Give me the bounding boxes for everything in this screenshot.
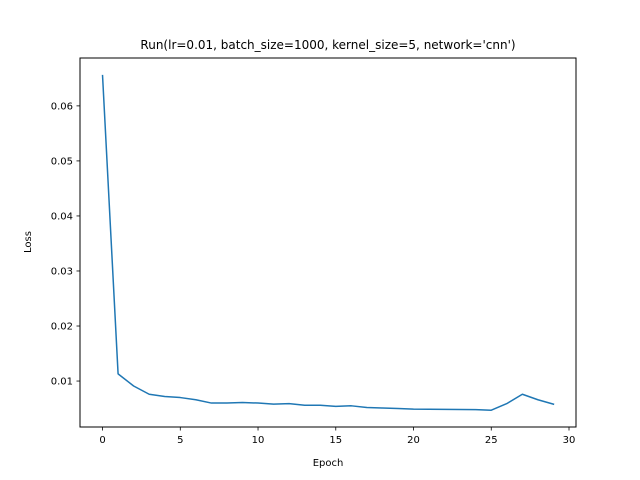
x-axis-ticks: 0 5 10 15 20 25 30 — [99, 427, 575, 446]
x-tick-label: 15 — [329, 435, 342, 446]
x-tick-label: 30 — [563, 435, 576, 446]
plot-frame — [79, 57, 577, 428]
y-tick-label: 0.06 — [51, 101, 73, 112]
chart-title: Run(lr=0.01, batch_size=1000, kernel_siz… — [140, 38, 515, 52]
y-tick-label: 0.03 — [51, 266, 73, 277]
y-axis-ticks: 0.01 0.02 0.03 0.04 0.05 0.06 — [51, 101, 80, 388]
y-tick-label: 0.05 — [51, 156, 73, 167]
plot-area — [80, 58, 576, 427]
x-tick-label: 20 — [407, 435, 420, 446]
y-tick-label: 0.01 — [51, 377, 73, 388]
loss-series-line — [101, 74, 555, 411]
y-axis-label: Loss — [23, 231, 34, 253]
x-tick-label: 10 — [252, 435, 265, 446]
x-axis-label: Epoch — [313, 458, 344, 469]
y-tick-label: 0.02 — [51, 322, 73, 333]
y-tick-label: 0.04 — [51, 211, 73, 222]
x-tick-label: 25 — [485, 435, 498, 446]
x-tick-label: 0 — [99, 435, 105, 446]
series-layer — [101, 74, 555, 411]
x-tick-label: 5 — [177, 435, 183, 446]
